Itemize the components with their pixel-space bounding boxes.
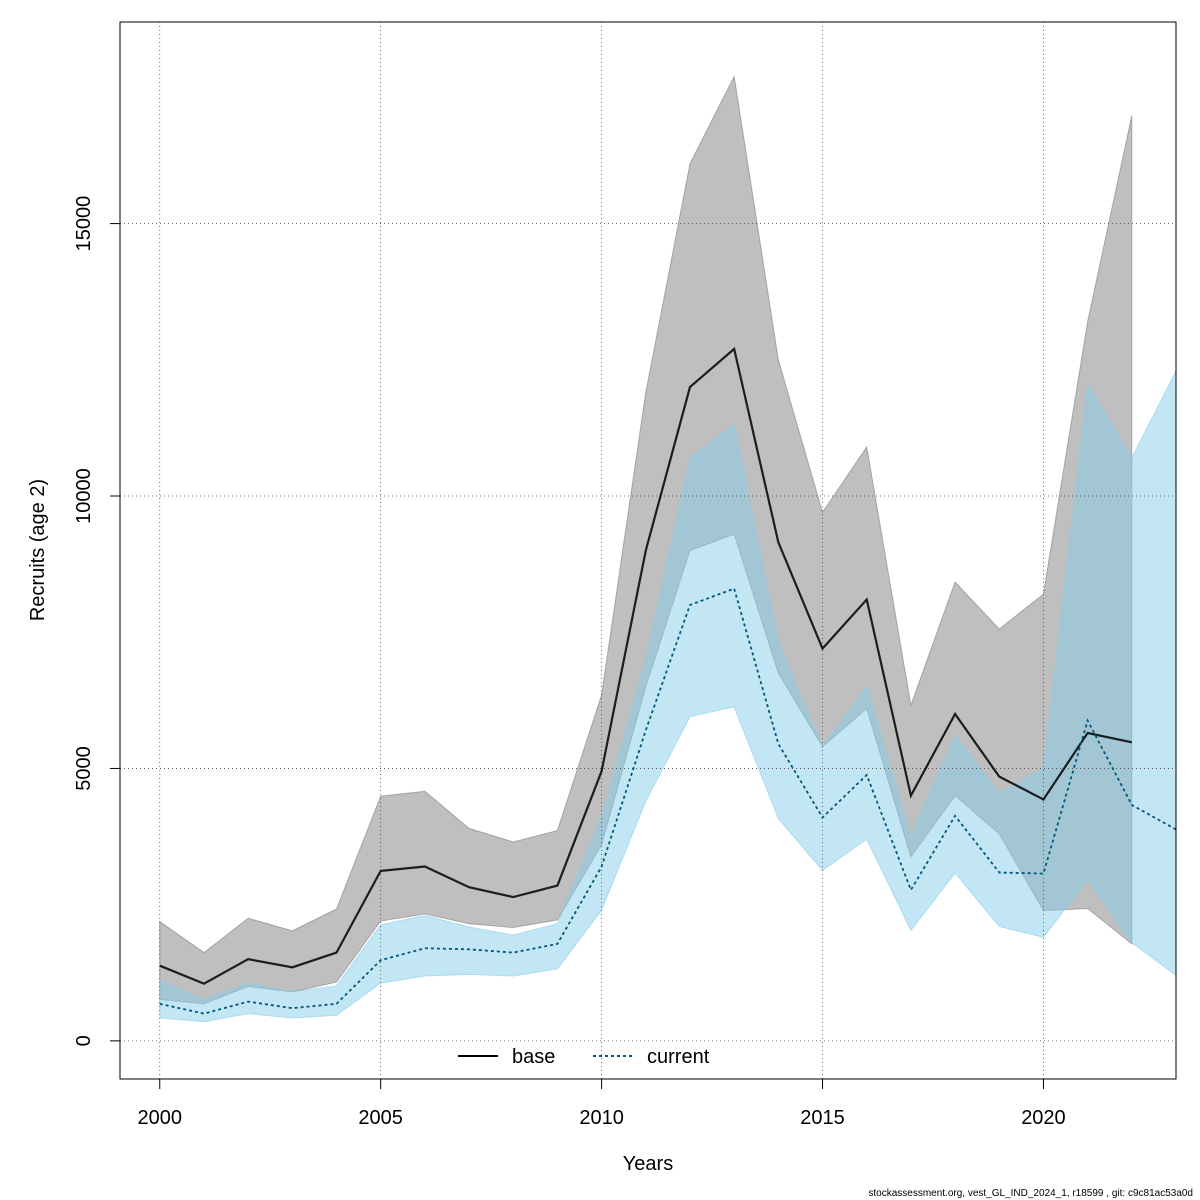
- grid-lines: [120, 22, 1176, 1079]
- line-current: [159, 587, 1177, 1015]
- legend: base current: [458, 1046, 710, 1068]
- series-lines: [159, 346, 1177, 1015]
- legend-base-label: base: [512, 1046, 555, 1068]
- legend-current-label: current: [647, 1046, 710, 1068]
- x-tick-label-2010: 2010: [579, 1107, 624, 1129]
- y-tick-label-0: 0: [73, 1035, 95, 1046]
- x-axis-title: Years: [623, 1153, 673, 1175]
- y-tick-label-10000: 10000: [73, 468, 95, 524]
- x-tick-label-2020: 2020: [1021, 1107, 1066, 1129]
- confidence-bands: [159, 74, 1177, 1023]
- x-tick-label-2015: 2015: [800, 1107, 845, 1129]
- y-axis-title: Recruits (age 2): [27, 479, 49, 621]
- y-tick-label-15000: 15000: [73, 196, 95, 252]
- x-tick-label-2005: 2005: [358, 1107, 403, 1129]
- y-tick-label-5000: 5000: [73, 746, 95, 791]
- plot-frame: [119, 21, 1177, 1080]
- footer-credit: stockassessment.org, vest_GL_IND_2024_1,…: [868, 1188, 1193, 1199]
- y-axis: 0 5000 10000 15000: [73, 196, 120, 1046]
- x-axis: 2000 2005 2010 2015 2020: [138, 1079, 1066, 1129]
- x-tick-label-2000: 2000: [138, 1107, 183, 1129]
